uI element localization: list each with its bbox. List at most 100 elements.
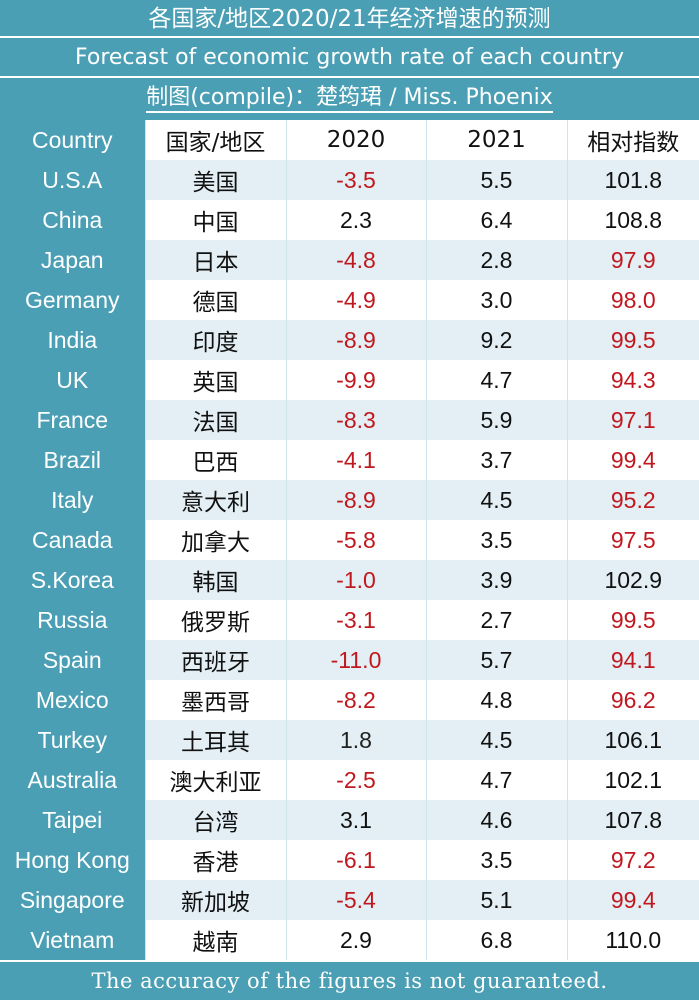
region-cn-cell: 土耳其 xyxy=(144,720,286,760)
table-row: Russia 俄罗斯 -3.1 2.7 99.5 xyxy=(0,600,699,640)
region-cn-cell: 中国 xyxy=(144,200,286,240)
column-header-2021: 2021 xyxy=(425,120,567,160)
growth-2020-cell: -9.9 xyxy=(285,360,426,400)
relative-index-cell: 97.1 xyxy=(566,400,699,440)
table-row: Mexico 墨西哥 -8.2 4.8 96.2 xyxy=(0,680,699,720)
region-cn-cell: 越南 xyxy=(144,920,286,960)
country-name-cell: S.Korea xyxy=(0,560,145,600)
region-cn-cell: 法国 xyxy=(144,400,286,440)
growth-2020-cell: -5.8 xyxy=(285,520,426,560)
growth-2020-cell: -2.5 xyxy=(285,760,426,800)
region-cn-cell: 香港 xyxy=(144,840,286,880)
table-row: Vietnam 越南 2.9 6.8 110.0 xyxy=(0,920,699,960)
table-row: Italy 意大利 -8.9 4.5 95.2 xyxy=(0,480,699,520)
table-row: Turkey 土耳其 1.8 4.5 106.1 xyxy=(0,720,699,760)
region-cn-cell: 英国 xyxy=(144,360,286,400)
country-name-cell: U.S.A xyxy=(0,160,145,200)
compiler-credit: 制图(compile)：楚筠珺 / Miss. Phoenix xyxy=(0,78,699,118)
relative-index-cell: 110.0 xyxy=(566,920,699,960)
growth-2020-cell: 2.9 xyxy=(285,920,426,960)
country-name-cell: Singapore xyxy=(0,880,145,920)
table-row: Spain 西班牙 -11.0 5.7 94.1 xyxy=(0,640,699,680)
relative-index-cell: 94.3 xyxy=(566,360,699,400)
relative-index-cell: 96.2 xyxy=(566,680,699,720)
growth-2021-cell: 5.7 xyxy=(425,640,567,680)
region-cn-cell: 德国 xyxy=(144,280,286,320)
table-row: Brazil 巴西 -4.1 3.7 99.4 xyxy=(0,440,699,480)
region-cn-cell: 台湾 xyxy=(144,800,286,840)
region-cn-cell: 加拿大 xyxy=(144,520,286,560)
region-cn-cell: 意大利 xyxy=(144,480,286,520)
growth-2020-cell: -8.2 xyxy=(285,680,426,720)
growth-2020-cell: -4.8 xyxy=(285,240,426,280)
region-cn-cell: 西班牙 xyxy=(144,640,286,680)
table-row: Hong Kong 香港 -6.1 3.5 97.2 xyxy=(0,840,699,880)
growth-2020-cell: -4.9 xyxy=(285,280,426,320)
region-cn-cell: 美国 xyxy=(144,160,286,200)
growth-2021-cell: 2.8 xyxy=(425,240,567,280)
relative-index-cell: 102.1 xyxy=(566,760,699,800)
relative-index-cell: 94.1 xyxy=(566,640,699,680)
country-name-cell: Australia xyxy=(0,760,145,800)
relative-index-cell: 95.2 xyxy=(566,480,699,520)
growth-2021-cell: 4.6 xyxy=(425,800,567,840)
column-header-2020: 2020 xyxy=(285,120,426,160)
compiler-text: 制图(compile)：楚筠珺 / Miss. Phoenix xyxy=(146,85,553,113)
relative-index-cell: 101.8 xyxy=(566,160,699,200)
country-name-cell: Canada xyxy=(0,520,145,560)
country-name-cell: Hong Kong xyxy=(0,840,145,880)
relative-index-cell: 108.8 xyxy=(566,200,699,240)
column-header-relative-index: 相对指数 xyxy=(566,120,699,160)
growth-2021-cell: 6.4 xyxy=(425,200,567,240)
growth-2020-cell: 1.8 xyxy=(285,720,426,760)
country-name-cell: Japan xyxy=(0,240,145,280)
growth-2020-cell: -11.0 xyxy=(285,640,426,680)
footer-disclaimer: The accuracy of the figures is not guara… xyxy=(0,960,699,1000)
country-name-cell: France xyxy=(0,400,145,440)
region-cn-cell: 墨西哥 xyxy=(144,680,286,720)
growth-2021-cell: 3.5 xyxy=(425,520,567,560)
relative-index-cell: 99.4 xyxy=(566,440,699,480)
growth-2020-cell: 2.3 xyxy=(285,200,426,240)
country-name-cell: Brazil xyxy=(0,440,145,480)
growth-forecast-table: Country 国家/地区 2020 2021 相对指数 U.S.A 美国 -3.5… xyxy=(0,120,699,960)
relative-index-cell: 106.1 xyxy=(566,720,699,760)
growth-2021-cell: 3.0 xyxy=(425,280,567,320)
region-cn-cell: 韩国 xyxy=(144,560,286,600)
table-row: Singapore 新加坡 -5.4 5.1 99.4 xyxy=(0,880,699,920)
relative-index-cell: 107.8 xyxy=(566,800,699,840)
region-cn-cell: 巴西 xyxy=(144,440,286,480)
country-name-cell: Mexico xyxy=(0,680,145,720)
table-body: U.S.A 美国 -3.5 5.5 101.8 China 中国 2.3 6.4 108.8 Jap… xyxy=(0,160,699,960)
table-row: Australia 澳大利亚 -2.5 4.7 102.1 xyxy=(0,760,699,800)
growth-2021-cell: 3.7 xyxy=(425,440,567,480)
growth-2021-cell: 4.8 xyxy=(425,680,567,720)
country-name-cell: UK xyxy=(0,360,145,400)
growth-2020-cell: -1.0 xyxy=(285,560,426,600)
growth-2020-cell: -8.9 xyxy=(285,320,426,360)
country-name-cell: Italy xyxy=(0,480,145,520)
region-cn-cell: 印度 xyxy=(144,320,286,360)
header: 各国家/地区2020/21年经济增速的预测 Forecast of econom… xyxy=(0,0,699,118)
country-name-cell: Spain xyxy=(0,640,145,680)
table-row: UK 英国 -9.9 4.7 94.3 xyxy=(0,360,699,400)
country-name-cell: Taipei xyxy=(0,800,145,840)
country-name-cell: Vietnam xyxy=(0,920,145,960)
column-header-region-cn: 国家/地区 xyxy=(144,120,286,160)
growth-2021-cell: 2.7 xyxy=(425,600,567,640)
table-row: Taipei 台湾 3.1 4.6 107.8 xyxy=(0,800,699,840)
table-row: S.Korea 韩国 -1.0 3.9 102.9 xyxy=(0,560,699,600)
country-name-cell: India xyxy=(0,320,145,360)
title-chinese: 各国家/地区2020/21年经济增速的预测 xyxy=(0,0,699,38)
growth-2020-cell: 3.1 xyxy=(285,800,426,840)
relative-index-cell: 99.4 xyxy=(566,880,699,920)
growth-2021-cell: 3.5 xyxy=(425,840,567,880)
growth-2020-cell: -6.1 xyxy=(285,840,426,880)
column-header-country: Country xyxy=(0,120,145,160)
region-cn-cell: 澳大利亚 xyxy=(144,760,286,800)
growth-2021-cell: 6.8 xyxy=(425,920,567,960)
table-row: Canada 加拿大 -5.8 3.5 97.5 xyxy=(0,520,699,560)
growth-2021-cell: 9.2 xyxy=(425,320,567,360)
relative-index-cell: 102.9 xyxy=(566,560,699,600)
table-row: Germany 德国 -4.9 3.0 98.0 xyxy=(0,280,699,320)
